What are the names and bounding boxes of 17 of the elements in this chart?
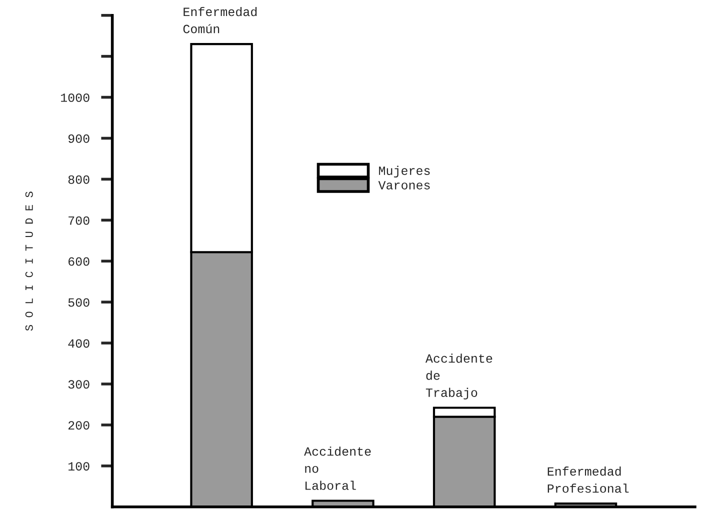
x-tick-label: Enfermedad Común	[183, 6, 257, 34]
y-tick-label: 600	[68, 257, 90, 266]
y-axis-title: S O L I C I T U D E S	[25, 192, 33, 331]
y-tick-label: 300	[68, 380, 90, 389]
y-tick-label: 1000	[60, 93, 90, 102]
x-tick-label: Accidente de Trabajo	[425, 354, 492, 400]
x-tick-label: Accidente no Laboral	[304, 446, 371, 490]
y-tick-label: 400	[68, 339, 90, 348]
legend-label: Varones	[378, 181, 430, 190]
y-tick-label: 500	[68, 298, 90, 307]
y-tick-label: 100	[68, 462, 90, 471]
y-tick-label: 200	[68, 421, 90, 430]
y-tick-label: 800	[68, 175, 90, 184]
legend-label: Mujeres	[379, 166, 430, 178]
y-tick-label: 900	[68, 134, 90, 143]
y-tick-label: 700	[68, 216, 90, 225]
x-tick-label: Enfermedad Profesional	[548, 466, 629, 493]
